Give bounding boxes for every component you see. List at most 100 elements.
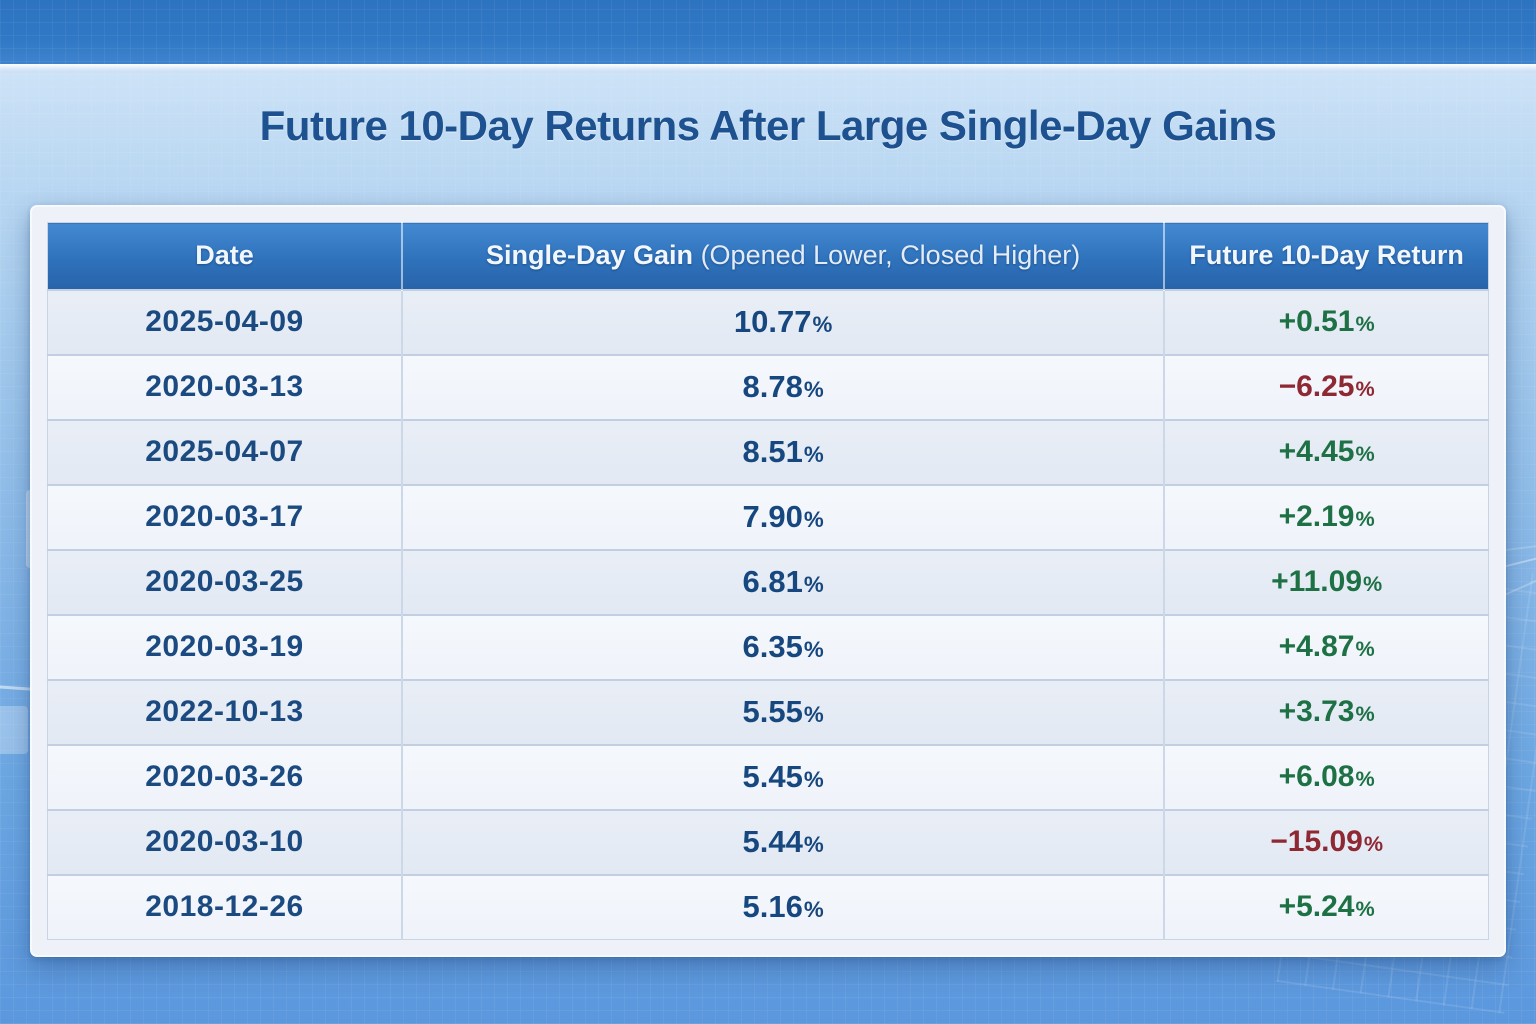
gain-value: 8.78: [742, 369, 803, 404]
table-row: 2020-03-10 5.44% −15.09%: [47, 808, 1489, 875]
returns-table: Date Single-Day Gain (Opened Lower, Clos…: [47, 222, 1489, 940]
percent-sign: %: [1355, 766, 1375, 791]
percent-sign: %: [803, 442, 824, 467]
gain-value: 5.16: [742, 889, 803, 925]
percent-sign: %: [803, 832, 824, 857]
percent-sign: %: [1355, 506, 1375, 531]
table-row: 2020-03-17 7.90% +2.19%: [47, 483, 1489, 550]
gain-cell: 5.55%: [400, 678, 1165, 745]
return-cell: +0.51%: [1163, 288, 1489, 355]
return-cell: −6.25%: [1163, 353, 1489, 420]
return-cell: +11.09%: [1163, 548, 1489, 615]
page-title: Future 10-Day Returns After Large Single…: [259, 102, 1277, 149]
percent-sign: %: [1355, 701, 1375, 726]
col-header-gain: Single-Day Gain (Opened Lower, Closed Hi…: [400, 222, 1165, 290]
percent-sign: %: [1355, 896, 1375, 922]
date-value: 2022-10-13: [145, 695, 304, 728]
gain-cell: 8.51%: [400, 418, 1165, 485]
gain-cell: 6.81%: [400, 548, 1165, 615]
date-value: 2020-03-10: [145, 825, 304, 858]
return-value: +6.08: [1278, 760, 1355, 793]
col-header-gain-label: Single-Day Gain: [485, 240, 694, 271]
gain-value: 6.35: [742, 629, 803, 664]
date-cell: 2025-04-09: [47, 288, 402, 355]
return-value: +3.73: [1278, 695, 1355, 728]
percent-sign: %: [803, 507, 824, 532]
table-card: Date Single-Day Gain (Opened Lower, Clos…: [30, 205, 1506, 957]
col-header-date: Date: [47, 222, 402, 290]
return-cell: +6.08%: [1163, 743, 1489, 810]
return-value: −15.09: [1270, 825, 1363, 858]
gain-value: 6.81: [742, 564, 803, 599]
gain-value: 8.51: [742, 434, 803, 469]
percent-sign: %: [1363, 831, 1384, 856]
col-header-return-label: Future 10-Day Return: [1189, 240, 1464, 271]
table-row: 2020-03-13 8.78% −6.25%: [47, 353, 1489, 420]
candlestick-icon: [0, 706, 28, 754]
gain-cell: 10.77%: [400, 288, 1165, 355]
banner-glow-line-decoration: [0, 64, 1536, 71]
table-row: 2025-04-07 8.51% +4.45%: [47, 418, 1489, 485]
date-value: 2025-04-09: [145, 305, 304, 338]
gain-cell: 7.90%: [400, 483, 1165, 550]
return-cell: +2.19%: [1163, 483, 1489, 550]
return-value: +4.45: [1278, 435, 1355, 468]
percent-sign: %: [1363, 571, 1383, 596]
return-cell: +5.24%: [1163, 873, 1489, 940]
date-value: 2020-03-13: [145, 370, 304, 403]
percent-sign: %: [803, 377, 824, 402]
percent-sign: %: [812, 312, 833, 337]
gain-cell: 8.78%: [400, 353, 1165, 420]
gain-value: 7.90: [742, 499, 803, 534]
percent-sign: %: [1355, 441, 1375, 466]
date-cell: 2022-10-13: [47, 678, 402, 745]
col-header-date-label: Date: [195, 240, 254, 271]
percent-sign: %: [803, 897, 824, 923]
table-header-row: Date Single-Day Gain (Opened Lower, Clos…: [47, 222, 1489, 290]
return-value: −6.25: [1278, 370, 1355, 403]
return-cell: +4.45%: [1163, 418, 1489, 485]
percent-sign: %: [803, 572, 824, 597]
table-row: 2020-03-26 5.45% +6.08%: [47, 743, 1489, 810]
date-cell: 2020-03-10: [47, 808, 402, 875]
gain-value: 5.45: [742, 759, 803, 794]
col-header-gain-sublabel: (Opened Lower, Closed Higher): [700, 240, 1081, 271]
return-value: +4.87: [1278, 630, 1355, 663]
return-cell: −15.09%: [1163, 808, 1489, 875]
date-value: 2020-03-26: [145, 760, 304, 793]
date-cell: 2020-03-17: [47, 483, 402, 550]
percent-sign: %: [1355, 311, 1375, 336]
date-cell: 2018-12-26: [47, 873, 402, 940]
date-value: 2018-12-26: [145, 890, 304, 924]
top-banner-stripe-decoration: [0, 0, 1536, 64]
gain-value: 5.44: [742, 824, 803, 859]
table-row: 2020-03-25 6.81% +11.09%: [47, 548, 1489, 615]
date-value: 2025-04-07: [145, 435, 304, 468]
date-value: 2020-03-19: [145, 630, 304, 663]
gain-cell: 5.44%: [400, 808, 1165, 875]
gain-cell: 5.45%: [400, 743, 1165, 810]
gain-value: 5.55: [742, 694, 803, 729]
return-cell: +3.73%: [1163, 678, 1489, 745]
table-row: 2020-03-19 6.35% +4.87%: [47, 613, 1489, 680]
percent-sign: %: [803, 637, 824, 662]
return-value: +11.09: [1271, 565, 1362, 598]
return-value: +0.51: [1278, 305, 1355, 338]
col-header-return: Future 10-Day Return: [1163, 222, 1489, 290]
date-cell: 2020-03-26: [47, 743, 402, 810]
date-cell: 2020-03-25: [47, 548, 402, 615]
return-value: +5.24: [1278, 890, 1355, 924]
return-value: +2.19: [1278, 500, 1355, 533]
percent-sign: %: [803, 702, 824, 727]
table-row: 2022-10-13 5.55% +3.73%: [47, 678, 1489, 745]
table-row: 2018-12-26 5.16% +5.24%: [47, 873, 1489, 940]
gain-value: 10.77: [733, 304, 812, 339]
percent-sign: %: [803, 767, 824, 792]
table-row: 2025-04-09 10.77% +0.51%: [47, 288, 1489, 355]
percent-sign: %: [1355, 376, 1375, 401]
date-value: 2020-03-25: [145, 565, 304, 598]
date-cell: 2025-04-07: [47, 418, 402, 485]
date-value: 2020-03-17: [145, 500, 304, 533]
return-cell: +4.87%: [1163, 613, 1489, 680]
date-cell: 2020-03-19: [47, 613, 402, 680]
